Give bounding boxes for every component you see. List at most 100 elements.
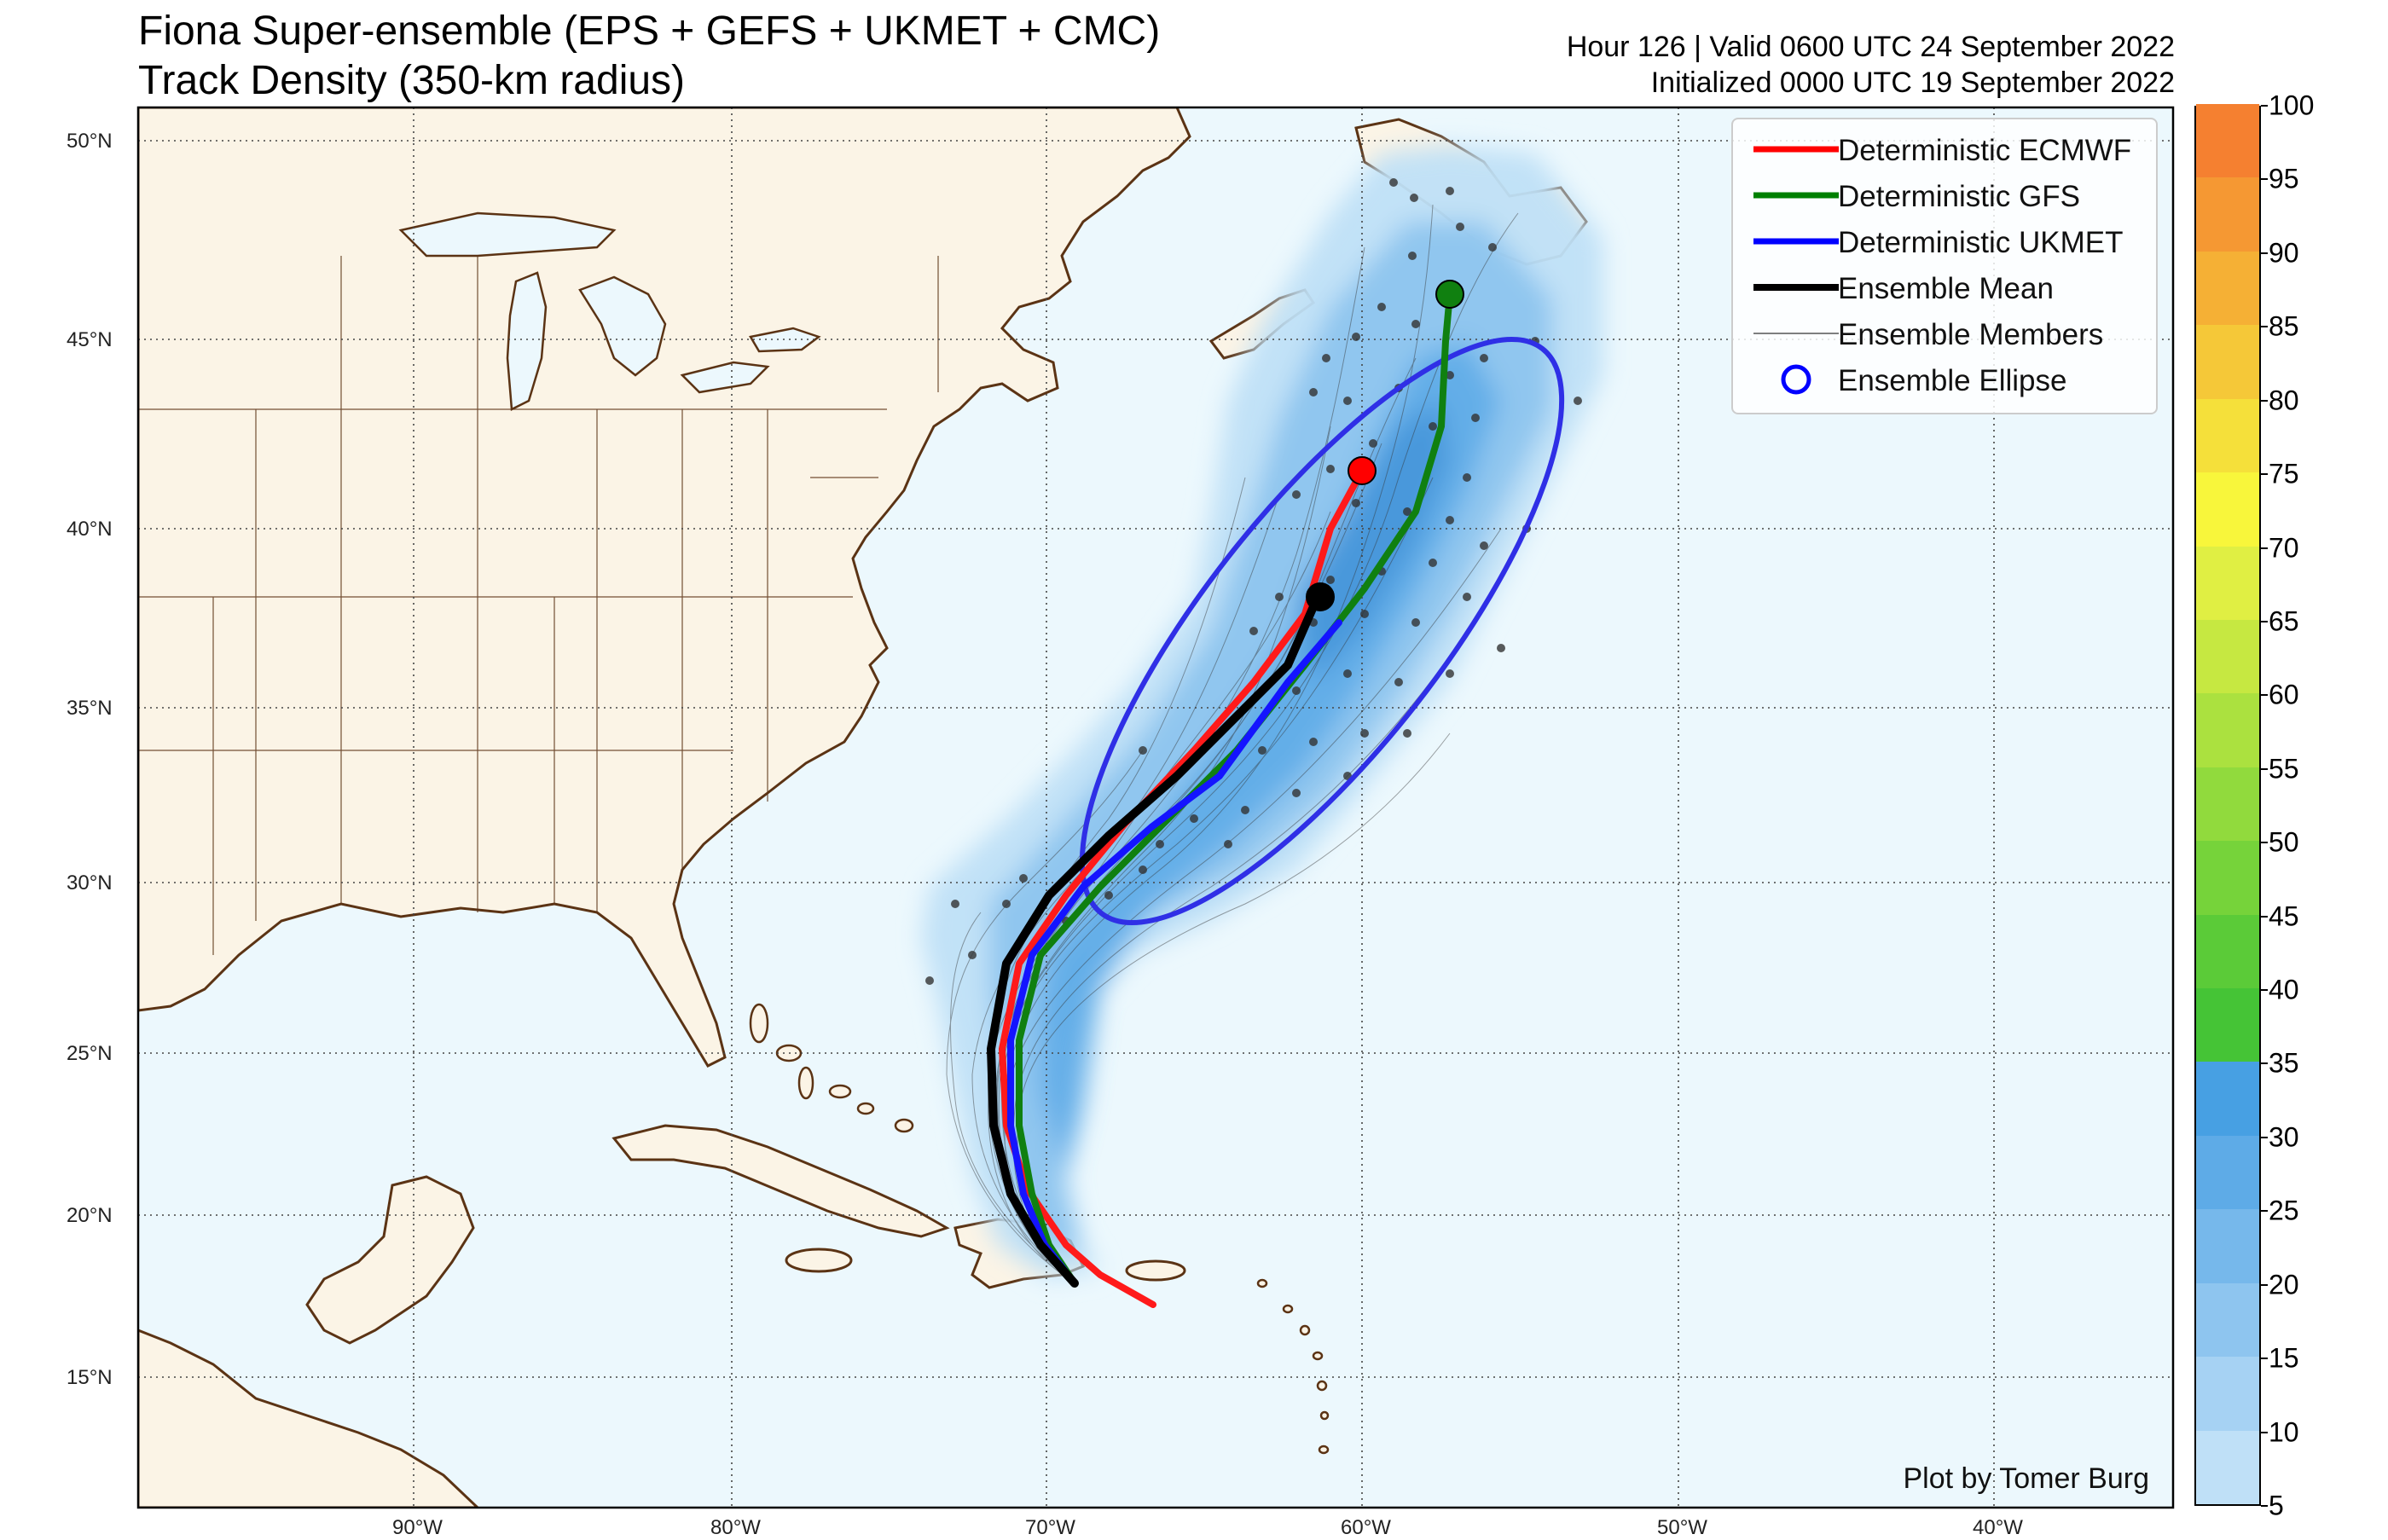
colorbar-segment [2196,546,2259,620]
colorbar-tick-mark [2261,399,2268,402]
legend-item-gfs: Deterministic GFS [1733,172,2156,218]
colorbar-tick-label: 35 [2269,1047,2299,1079]
colorbar-tick-mark [2261,767,2268,770]
ecmwf-track [999,467,1365,1308]
colorbar-tick-mark [2261,1505,2268,1507]
lat-label-25: 25°N [67,1042,113,1065]
init-time-line: Initialized 0000 UTC 19 September 2022 [1650,67,2175,99]
jamaica [785,1248,853,1273]
colorbar-tick-label: 90 [2269,237,2299,269]
legend-label-gfs: Deterministic GFS [1838,180,2080,213]
colorbar-segment [2196,1062,2259,1136]
legend-label-members: Ensemble Members [1838,318,2104,351]
legend-item-ukmet: Deterministic UKMET [1733,218,2156,264]
colorbar-segment [2196,987,2259,1062]
colorbar-tick-label: 15 [2269,1342,2299,1374]
colorbar-tick-mark [2261,473,2268,476]
lesser-antilles [1256,1278,1330,1455]
colorbar-tick-label: 75 [2269,458,2299,489]
mean-endpoint-marker [1306,582,1335,611]
legend-swatch-ecmwf [1753,146,1839,153]
colorbar-segment [2196,398,2259,473]
colorbar-tick-label: 85 [2269,310,2299,342]
colorbar-tick-label: 80 [2269,385,2299,416]
colorbar-tick-label: 5 [2269,1490,2284,1521]
colorbar-tick-mark [2261,915,2268,918]
legend-item-members: Ensemble Members [1733,310,2156,356]
lon-label-80w: 80°W [710,1516,761,1539]
colorbar-tick-mark [2261,105,2268,107]
colorbar-tick-label: 20 [2269,1269,2299,1300]
colorbar-tick-mark [2261,1431,2268,1433]
colorbar-segment [2196,472,2259,547]
colorbar-segment [2196,914,2259,989]
colorbar-segment [2196,1135,2259,1210]
colorbar-tick-label: 50 [2269,826,2299,858]
lon-label-40w: 40°W [1973,1516,2023,1539]
colorbar-segment [2196,1282,2259,1358]
colorbar-tick-mark [2261,1283,2268,1286]
valid-time-info: Hour 126 | Valid 0600 UTC 24 September 2… [1567,29,2175,101]
lon-label-70w: 70°W [1025,1516,1075,1539]
colorbar-tick-label: 30 [2269,1121,2299,1153]
lon-label-50w: 50°W [1657,1516,1707,1539]
colorbar-segment [2196,251,2259,326]
lat-label-50: 50°N [67,130,113,153]
colorbar-tick-label: 10 [2269,1416,2299,1448]
colorbar-tick-mark [2261,620,2268,622]
colorbar-tick-mark [2261,326,2268,328]
colorbar-tick-label: 95 [2269,163,2299,194]
colorbar-segment [2196,767,2259,842]
colorbar-tick-label: 65 [2269,605,2299,637]
plot-credit: Plot by Tomer Burg [1903,1462,2149,1495]
legend-swatch-members [1753,333,1839,334]
colorbar-segment [2196,103,2259,178]
political-borders [138,256,939,955]
colorbar-segment [2196,1356,2259,1431]
lat-label-30: 30°N [67,871,113,894]
colorbar-tick-label: 25 [2269,1195,2299,1226]
legend-item-ecmwf: Deterministic ECMWF [1733,126,2156,172]
legend-swatch-gfs [1753,192,1839,199]
colorbar-tick-label: 100 [2269,90,2315,121]
colorbar-tick-mark [2261,178,2268,181]
colorbar-tick-mark [2261,1358,2268,1360]
lon-label-90w: 90°W [392,1516,443,1539]
mexico-central-america [138,1175,480,1508]
legend-item-ellipse: Ensemble Ellipse [1733,356,2156,402]
colorbar-tick-label: 45 [2269,900,2299,932]
great-lakes [398,211,821,411]
legend-item-mean: Ensemble Mean [1733,264,2156,310]
colorbar-tick-mark [2261,547,2268,549]
map-title: Fiona Super-ensemble (EPS + GEFS + UKMET… [138,7,1160,106]
colorbar-tick-label: 60 [2269,679,2299,710]
colorbar-tick-label: 70 [2269,532,2299,564]
gfs-endpoint-marker [1435,280,1464,309]
colorbar-segment [2196,619,2259,694]
legend-label-ecmwf: Deterministic ECMWF [1838,134,2132,167]
colorbar-tick-mark [2261,842,2268,844]
lat-label-15: 15°N [67,1366,113,1389]
title-line-1: Fiona Super-ensemble (EPS + GEFS + UKMET… [138,9,1161,54]
valid-time-line: Hour 126 | Valid 0600 UTC 24 September 2… [1566,31,2175,63]
colorbar-segment [2196,840,2259,915]
legend-swatch-ukmet [1753,238,1839,245]
lat-label-35: 35°N [67,697,113,720]
legend-swatch-ellipse [1781,364,1811,395]
colorbar-segment [2196,692,2259,767]
colorbar-segment [2196,177,2259,252]
legend-swatch-mean [1753,284,1839,291]
lat-label-20: 20°N [67,1204,113,1227]
legend: Deterministic ECMWF Deterministic GFS De… [1731,118,2158,414]
ensemble-ellipse [1079,336,1565,926]
ukmet-track [1007,619,1342,1287]
colorbar-segment [2196,1430,2259,1504]
map-frame [136,106,2175,1509]
legend-label-mean: Ensemble Mean [1838,272,2054,305]
ecmwf-endpoint-marker [1348,456,1377,485]
lat-label-45: 45°N [67,328,113,351]
legend-label-ellipse: Ensemble Ellipse [1838,364,2067,397]
colorbar-tick-mark [2261,989,2268,992]
ensemble-mean-track [987,593,1322,1288]
